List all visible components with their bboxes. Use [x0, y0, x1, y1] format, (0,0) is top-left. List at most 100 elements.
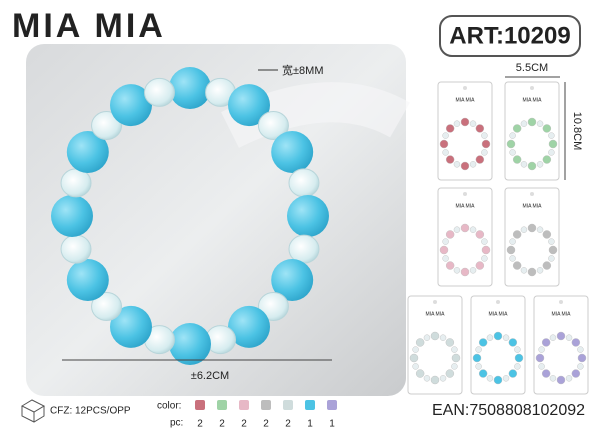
card-bead: [541, 338, 551, 347]
card-bead: [445, 155, 455, 164]
card-brand: MIA MIA: [426, 311, 446, 317]
card-bead: [509, 238, 516, 245]
card-bead: [460, 161, 470, 171]
pc-count: 2: [263, 419, 269, 430]
card-bead: [527, 223, 537, 233]
blue-bead: [66, 131, 109, 173]
card-bead: [577, 353, 587, 363]
logo: MIA MIA: [12, 7, 166, 45]
color-label: color:: [157, 401, 181, 412]
card-bead: [536, 226, 544, 233]
blue-bead: [228, 84, 270, 127]
article: ART:10209: [449, 22, 570, 49]
blue-bead: [271, 131, 314, 173]
card-bead: [571, 369, 581, 378]
card-bead: [548, 149, 555, 156]
card-bead: [549, 375, 557, 382]
card-bead: [527, 161, 537, 171]
card-bead: [439, 375, 447, 382]
card-bead: [548, 139, 558, 149]
card-bead: [514, 363, 521, 370]
variants: 2 2 2 2 2 1 1: [195, 400, 337, 430]
card-bead: [475, 346, 482, 353]
card-bead: [536, 120, 544, 127]
card-bead: [512, 155, 522, 164]
card-bead: [509, 149, 516, 156]
blue-bead: [228, 305, 270, 348]
crystal-bead: [257, 292, 289, 322]
card-bead: [451, 346, 458, 353]
crystal-bead: [60, 234, 92, 264]
card-bead: [520, 161, 528, 168]
card-bead: [577, 346, 584, 353]
packing: CFZ: 12PCS/OPP: [50, 406, 131, 417]
card: [407, 295, 463, 395]
color-swatch: [239, 400, 249, 410]
card-bead: [556, 375, 566, 385]
card-bead: [514, 346, 521, 353]
color-swatch: [305, 400, 315, 410]
card-bead: [439, 245, 449, 255]
card-bead: [415, 338, 425, 347]
card-bead: [439, 139, 449, 149]
card-bead: [442, 255, 449, 262]
card-height: 10.8CM: [571, 112, 583, 151]
card-bead: [451, 353, 461, 363]
card-bead: [469, 161, 477, 168]
card-bead: [565, 334, 573, 341]
card-brand: MIA MIA: [523, 97, 543, 103]
card-hole: [530, 192, 534, 196]
card-bead: [453, 161, 461, 168]
color-swatch: [283, 400, 293, 410]
card-bead: [548, 132, 555, 139]
color-swatch: [195, 400, 205, 410]
card-bead: [445, 261, 455, 270]
pc-count: 1: [329, 419, 335, 430]
card-bead: [541, 369, 551, 378]
card-bead: [542, 155, 552, 164]
card-bead: [475, 155, 485, 164]
crystal-bead: [91, 110, 123, 140]
diameter: ±6.2CM: [191, 370, 229, 382]
card-bead: [453, 226, 461, 233]
crystal-bead: [288, 168, 320, 198]
card-bead: [508, 338, 518, 347]
card-bead: [542, 261, 552, 270]
crystal-bead: [91, 292, 123, 322]
card-bead: [481, 255, 488, 262]
crystal-bead: [60, 168, 92, 198]
card-bead: [453, 267, 461, 274]
card-hole: [463, 192, 467, 196]
card-bead: [506, 139, 516, 149]
card-bead: [527, 117, 537, 127]
card: [470, 295, 526, 395]
card-width: 5.5CM: [516, 62, 548, 74]
card-bead: [442, 238, 449, 245]
blue-bead: [271, 259, 314, 301]
card-bead: [481, 245, 491, 255]
card-bead: [535, 353, 545, 363]
card: [533, 295, 589, 395]
blue-bead: [169, 323, 211, 365]
card-bead: [486, 375, 494, 382]
card-bead: [439, 334, 447, 341]
card-hole: [433, 300, 437, 304]
box-icon: [20, 399, 46, 423]
card-bead: [475, 124, 485, 133]
card-bead: [481, 149, 488, 156]
cards: MIA MIA MIA MIA MIA MIA MIA MIA MIA MIA MIA M…: [407, 81, 589, 395]
card-brand: MIA MIA: [456, 97, 476, 103]
card-bead: [460, 117, 470, 127]
card-bead: [478, 369, 488, 378]
card: [437, 81, 493, 181]
bead-width: 宽±8MM: [282, 63, 323, 77]
card-bead: [538, 363, 545, 370]
card-bead: [475, 363, 482, 370]
card-bead: [469, 120, 477, 127]
card-bead: [520, 267, 528, 274]
card-bead: [556, 331, 566, 341]
card-bead: [481, 238, 488, 245]
card-bead: [542, 230, 552, 239]
card-bead: [442, 149, 449, 156]
